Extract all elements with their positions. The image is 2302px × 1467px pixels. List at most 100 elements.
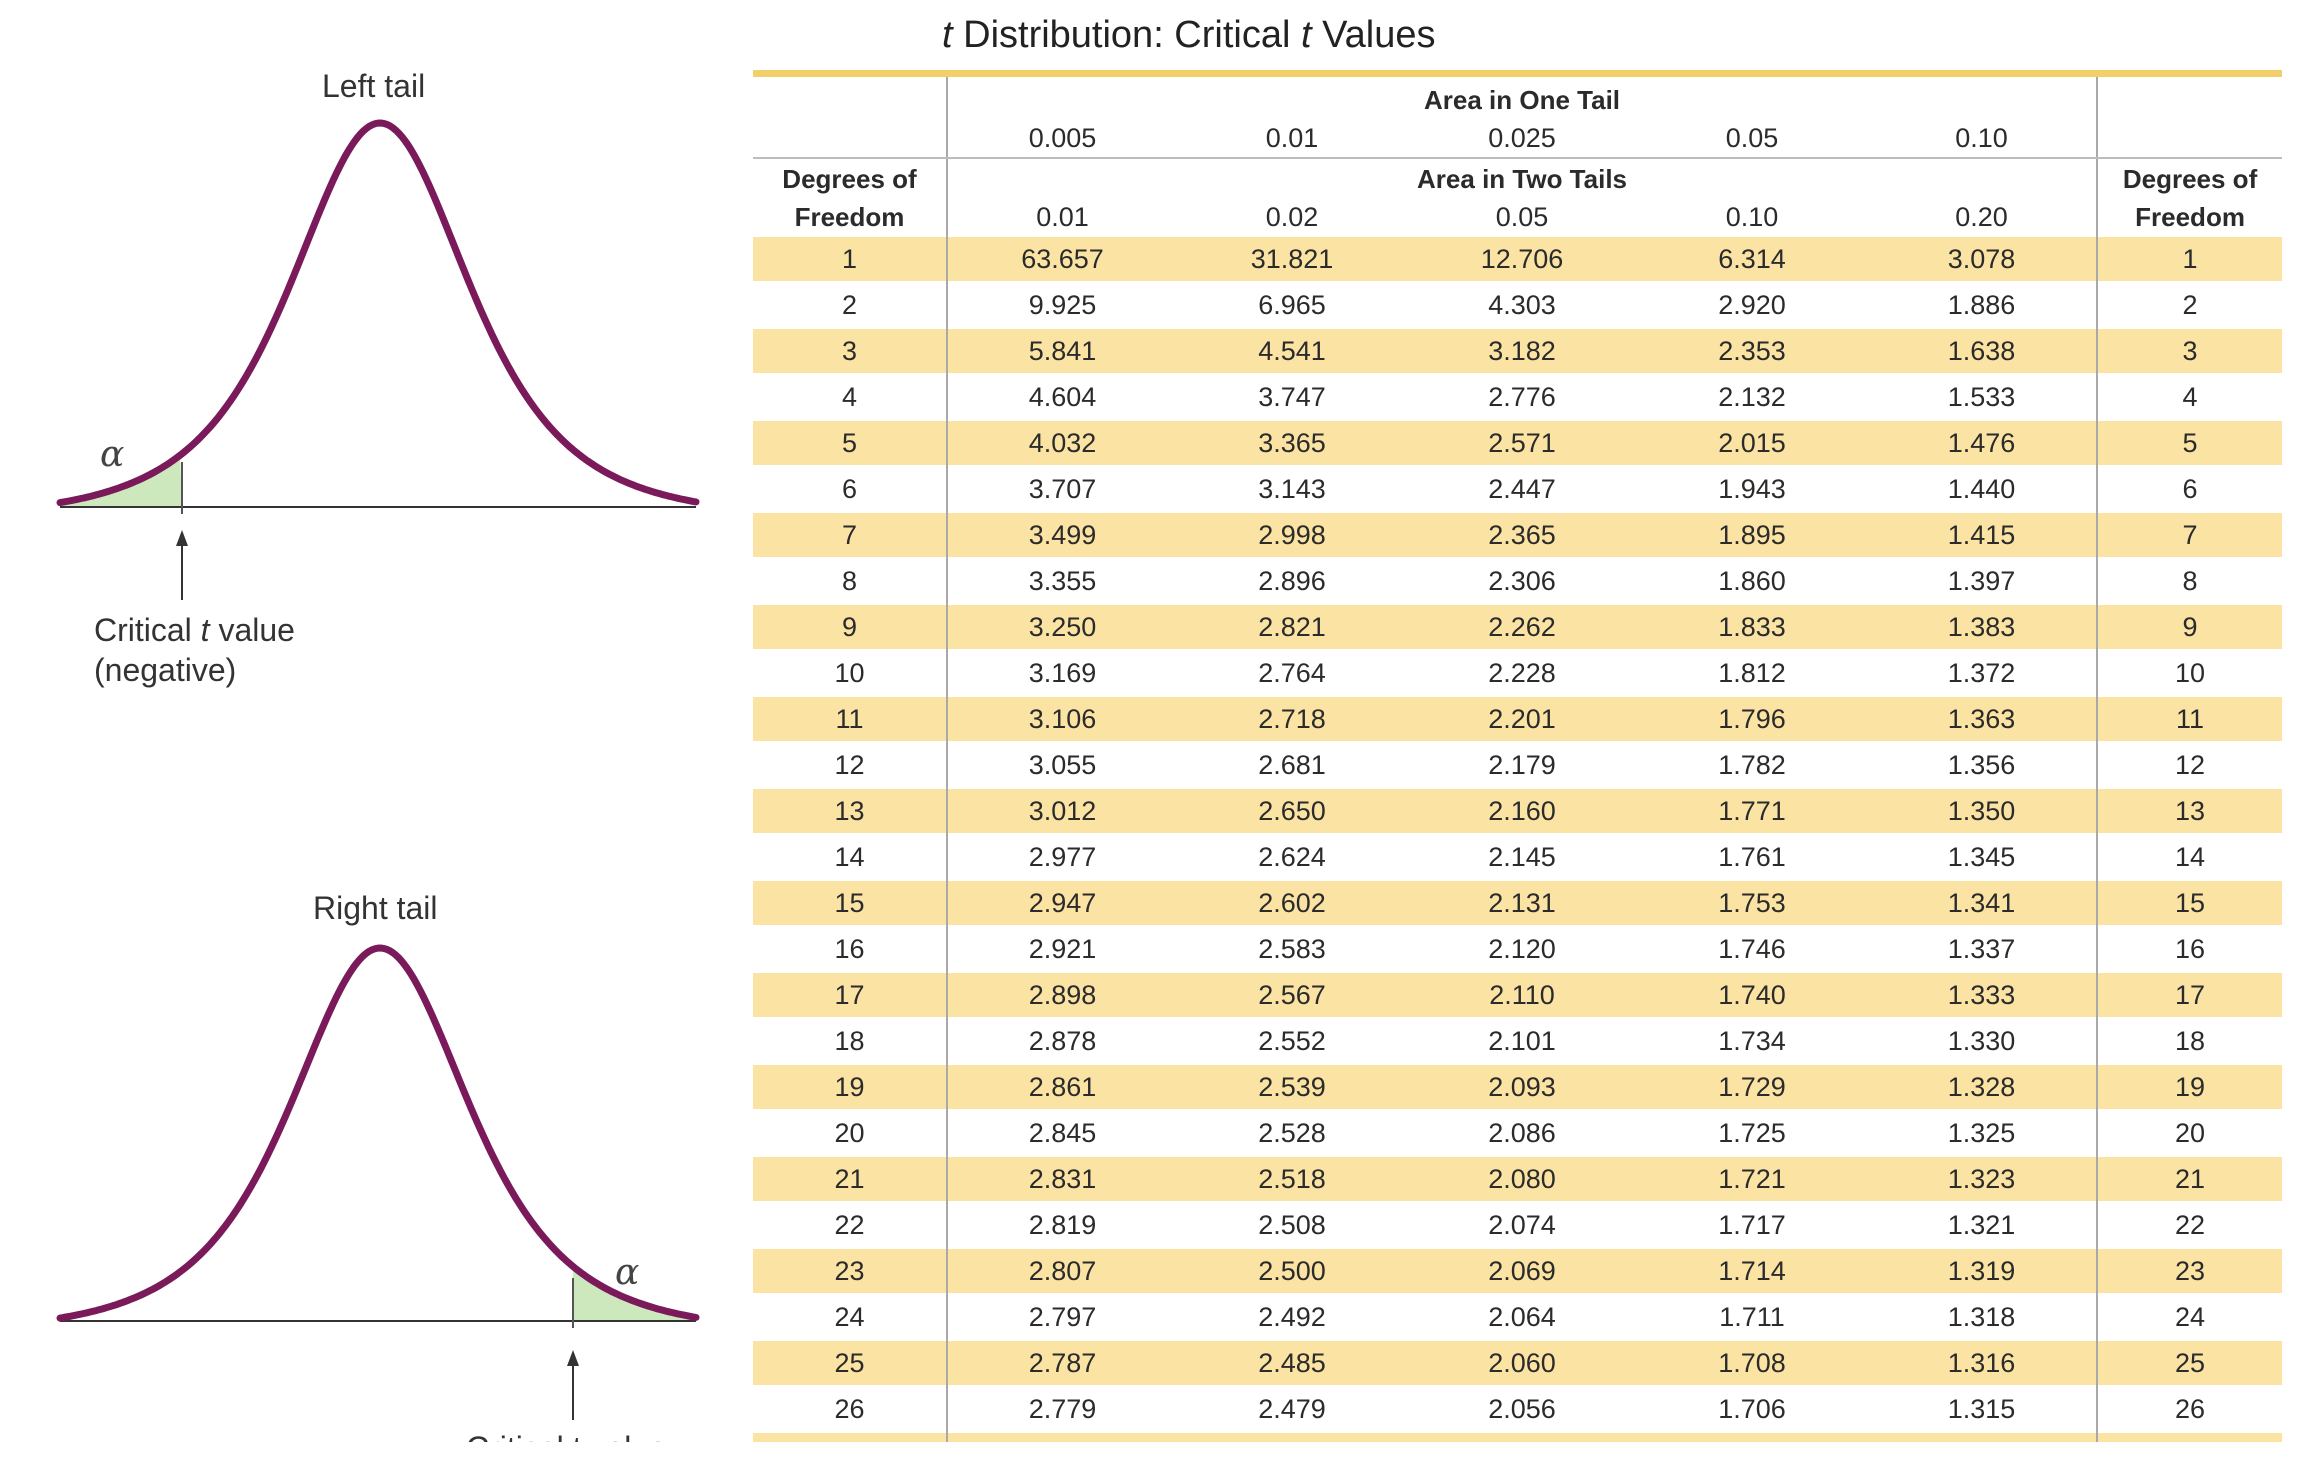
critical-value-cell: 1.833 xyxy=(1637,603,1867,650)
df-cell: 18 xyxy=(753,1017,947,1064)
table-row: 4 4.604 3.747 2.776 2.132 1.533 4 xyxy=(753,373,2282,420)
one-tail-value: 0.025 xyxy=(1407,119,1637,159)
critical-value-cell: 2.539 xyxy=(1177,1063,1407,1110)
df-cell: 17 xyxy=(753,971,947,1018)
critical-value-cell: 2.681 xyxy=(1177,741,1407,788)
critical-value-cell: 1.860 xyxy=(1637,557,1867,604)
critical-value-cell: 1.725 xyxy=(1637,1109,1867,1156)
critical-value-cell: 2.120 xyxy=(1407,925,1637,972)
page-title: t Distribution: Critical t Values xyxy=(942,14,1435,57)
header-row-one-tail-values: 0.005 0.01 0.025 0.05 0.10 xyxy=(753,119,2282,159)
df-cell-right: 9 xyxy=(2096,603,2282,650)
df-cell: 2 xyxy=(753,281,947,328)
table-row: 17 2.898 2.567 2.110 1.740 1.333 17 xyxy=(753,971,2282,1018)
critical-value-cell: 63.657 xyxy=(946,235,1177,282)
df-cell: 13 xyxy=(753,787,947,834)
critical-value-cell: 12.706 xyxy=(1407,235,1637,282)
critical-value-cell: 1.782 xyxy=(1637,741,1867,788)
critical-value-cell: 2.365 xyxy=(1407,511,1637,558)
one-tail-value: 0.005 xyxy=(946,119,1177,159)
table-row: 21 2.831 2.518 2.080 1.721 1.323 21 xyxy=(753,1155,2282,1202)
df-cell-right: 14 xyxy=(2096,833,2282,880)
critical-value-cell: 3.182 xyxy=(1407,327,1637,374)
critical-value-cell: 1.321 xyxy=(1867,1201,2098,1248)
critical-value-cell: 1.325 xyxy=(1867,1109,2098,1156)
table-row: 23 2.807 2.500 2.069 1.714 1.319 23 xyxy=(753,1247,2282,1294)
critical-value-cell: 3.055 xyxy=(946,741,1177,788)
critical-value-cell: 2.074 xyxy=(1407,1201,1637,1248)
header-row-two-tail-title: Degrees of Area in Two Tails Degrees of xyxy=(753,158,2282,199)
header-row-one-tail-title: Area in One Tail xyxy=(753,77,2282,119)
critical-value-cell: 2.797 xyxy=(946,1293,1177,1340)
df-cell: 12 xyxy=(753,741,947,788)
critical-value-cell: 1.753 xyxy=(1637,879,1867,926)
table-row: 272.7712.4732.0521.7031.31427 xyxy=(753,1431,2282,1442)
df-cell: 4 xyxy=(753,373,947,420)
critical-value-cell: 2.228 xyxy=(1407,649,1637,696)
critical-value-cell: 2.776 xyxy=(1407,373,1637,420)
table-row: 6 3.707 3.143 2.447 1.943 1.440 6 xyxy=(753,465,2282,512)
critical-value-cell: 2.145 xyxy=(1407,833,1637,880)
critical-value-cell: 2.086 xyxy=(1407,1109,1637,1156)
df-cell-right: 16 xyxy=(2096,925,2282,972)
critical-value-cell: 1.337 xyxy=(1867,925,2098,972)
critical-value-cell: 2.552 xyxy=(1177,1017,1407,1064)
crit-post: value xyxy=(209,612,295,648)
critical-value-cell: 1.711 xyxy=(1637,1293,1867,1340)
critical-value-cell: 1.771 xyxy=(1637,787,1867,834)
right-alpha-label: α xyxy=(615,1252,639,1293)
critical-value-cell: 1.440 xyxy=(1867,465,2098,512)
critical-value-cell: 2.052 xyxy=(1407,1431,1637,1442)
right-tail-shaded-area xyxy=(573,1266,696,1321)
left-arrow-head xyxy=(176,530,188,546)
critical-value-cell: 3.355 xyxy=(946,557,1177,604)
two-tail-header: Area in Two Tails xyxy=(945,158,2098,199)
critical-value-cell: 1.796 xyxy=(1637,695,1867,742)
critical-value-cell: 2.819 xyxy=(946,1201,1177,1248)
critical-value-cell: 2.779 xyxy=(946,1385,1177,1432)
df-cell-right: 18 xyxy=(2096,1017,2282,1064)
critical-value-cell: 2.718 xyxy=(1177,695,1407,742)
df-cell: 15 xyxy=(753,879,947,926)
table-row: 20 2.845 2.528 2.086 1.725 1.325 20 xyxy=(753,1109,2282,1156)
critical-value-cell: 4.303 xyxy=(1407,281,1637,328)
critical-value-cell: 1.383 xyxy=(1867,603,2098,650)
table-row: 18 2.878 2.552 2.101 1.734 1.330 18 xyxy=(753,1017,2282,1064)
critical-value-cell: 2.069 xyxy=(1407,1247,1637,1294)
critical-value-cell: 3.250 xyxy=(946,603,1177,650)
two-tail-value: 0.05 xyxy=(1407,199,1637,236)
table-row: 19 2.861 2.539 2.093 1.729 1.328 19 xyxy=(753,1063,2282,1110)
title-part: Distribution: Critical xyxy=(952,14,1301,56)
critical-value-cell: 1.314 xyxy=(1867,1431,2098,1442)
table-row: 2 9.925 6.965 4.303 2.920 1.886 2 xyxy=(753,281,2282,328)
two-tail-value: 0.01 xyxy=(946,199,1177,236)
critical-value-cell: 1.533 xyxy=(1867,373,2098,420)
critical-value-cell: 2.831 xyxy=(946,1155,1177,1202)
critical-value-cell: 1.363 xyxy=(1867,695,2098,742)
critical-value-cell: 2.571 xyxy=(1407,419,1637,466)
critical-value-cell: 1.341 xyxy=(1867,879,2098,926)
critical-value-cell: 1.476 xyxy=(1867,419,2098,466)
title-italic-t2: t xyxy=(1300,14,1312,56)
df-cell: 23 xyxy=(753,1247,947,1294)
df-cell: 25 xyxy=(753,1339,947,1386)
critical-value-cell: 2.201 xyxy=(1407,695,1637,742)
critical-value-cell: 3.143 xyxy=(1177,465,1407,512)
df-cell: 1 xyxy=(753,235,947,282)
df-cell-right: 25 xyxy=(2096,1339,2282,1386)
critical-value-cell: 1.372 xyxy=(1867,649,2098,696)
critical-value-cell: 2.160 xyxy=(1407,787,1637,834)
df-cell: 24 xyxy=(753,1293,947,1340)
critical-value-cell: 1.714 xyxy=(1637,1247,1867,1294)
df-cell: 19 xyxy=(753,1063,947,1110)
critical-value-cell: 1.356 xyxy=(1867,741,2098,788)
critical-value-cell: 2.479 xyxy=(1177,1385,1407,1432)
df-cell: 16 xyxy=(753,925,947,972)
df-header-right-line1: Degrees of xyxy=(2096,158,2282,199)
critical-value-cell: 1.415 xyxy=(1867,511,2098,558)
critical-value-cell: 3.012 xyxy=(946,787,1177,834)
critical-value-cell: 2.353 xyxy=(1637,327,1867,374)
critical-value-cell: 6.965 xyxy=(1177,281,1407,328)
df-cell-right: 21 xyxy=(2096,1155,2282,1202)
df-cell-right: 22 xyxy=(2096,1201,2282,1248)
